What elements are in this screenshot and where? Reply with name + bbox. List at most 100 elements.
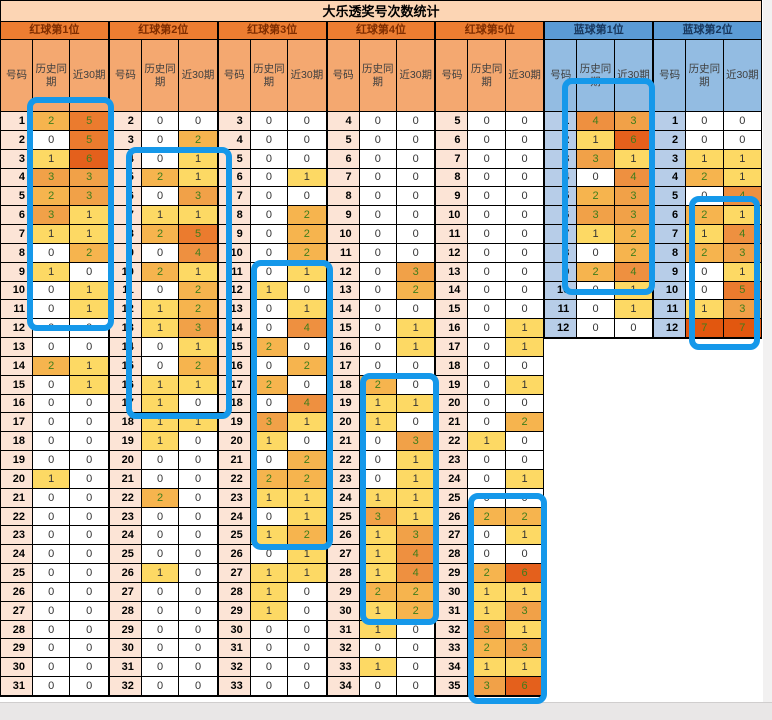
recent30-count-cell[interactable]: 1 [288,488,326,507]
recent30-count-cell[interactable]: 0 [70,394,108,413]
history-count-cell[interactable]: 1 [141,206,180,225]
recent30-count-cell[interactable]: 2 [505,413,544,432]
number-cell[interactable]: 17 [1,413,33,432]
recent30-count-cell[interactable]: 1 [614,300,653,319]
recent30-count-cell[interactable]: 0 [505,225,544,243]
recent30-count-cell[interactable]: 2 [614,243,653,262]
recent30-count-cell[interactable]: 0 [179,451,217,469]
history-count-cell[interactable]: 0 [468,338,506,356]
recent30-count-cell[interactable]: 0 [179,488,217,507]
recent30-count-cell[interactable]: 0 [505,451,544,469]
number-cell[interactable]: 15 [436,300,469,319]
number-cell[interactable]: 2 [109,112,142,130]
recent30-count-cell[interactable]: 0 [397,112,435,130]
recent30-count-cell[interactable]: 2 [614,225,653,243]
recent30-count-cell[interactable]: 2 [288,356,326,375]
recent30-count-cell[interactable]: 4 [288,319,326,338]
number-cell[interactable]: 22 [109,488,142,507]
recent30-count-cell[interactable]: 2 [288,526,326,545]
number-cell[interactable]: 13 [436,262,469,281]
history-count-cell[interactable]: 0 [686,130,724,149]
recent30-count-cell[interactable]: 3 [505,601,544,620]
recent30-count-cell[interactable]: 2 [288,469,326,488]
recent30-count-cell[interactable]: 0 [70,338,108,356]
number-cell[interactable]: 11 [327,243,360,262]
number-cell[interactable]: 7 [654,225,687,243]
history-count-cell[interactable]: 3 [468,677,506,695]
number-cell[interactable]: 27 [218,564,251,582]
history-count-cell[interactable]: 0 [577,168,615,187]
number-cell[interactable]: 24 [109,526,142,545]
history-count-cell[interactable]: 0 [33,130,71,149]
recent30-count-cell[interactable]: 3 [70,168,108,187]
history-count-cell[interactable]: 2 [141,488,180,507]
history-count-cell[interactable]: 2 [686,243,724,262]
history-count-cell[interactable]: 0 [468,356,506,375]
number-cell[interactable]: 33 [327,658,360,677]
history-count-cell[interactable]: 0 [141,582,180,601]
recent30-count-cell[interactable]: 0 [288,677,326,695]
history-count-cell[interactable]: 0 [468,451,506,469]
number-cell[interactable]: 21 [327,432,360,451]
recent30-count-cell[interactable]: 5 [179,225,217,243]
number-cell[interactable]: 25 [436,488,469,507]
history-count-cell[interactable]: 1 [141,319,180,338]
history-count-cell[interactable]: 1 [141,564,180,582]
history-count-cell[interactable]: 2 [141,262,180,281]
number-cell[interactable]: 20 [109,451,142,469]
history-count-cell[interactable]: 0 [359,319,397,338]
history-count-cell[interactable]: 1 [250,432,289,451]
recent30-count-cell[interactable]: 1 [70,281,108,300]
number-cell[interactable]: 4 [218,130,251,149]
number-cell[interactable]: 18 [436,356,469,375]
history-count-cell[interactable]: 0 [250,356,289,375]
recent30-count-cell[interactable]: 3 [397,526,435,545]
recent30-count-cell[interactable]: 0 [70,507,108,526]
history-count-cell[interactable]: 0 [33,564,71,582]
recent30-count-cell[interactable]: 0 [505,187,544,206]
history-count-cell[interactable]: 1 [686,225,724,243]
history-count-cell[interactable]: 0 [33,488,71,507]
number-cell[interactable]: 10 [654,281,687,300]
number-cell[interactable]: 30 [327,601,360,620]
number-cell[interactable]: 32 [218,658,251,677]
recent30-count-cell[interactable]: 1 [505,319,544,338]
history-count-cell[interactable]: 0 [141,451,180,469]
number-cell[interactable]: 28 [327,564,360,582]
number-cell[interactable]: 26 [327,526,360,545]
recent30-count-cell[interactable]: 0 [70,582,108,601]
number-cell[interactable]: 1 [654,112,687,130]
recent30-count-cell[interactable]: 0 [397,187,435,206]
recent30-count-cell[interactable]: 1 [288,300,326,319]
history-count-cell[interactable]: 0 [33,677,71,695]
recent30-count-cell[interactable]: 2 [179,300,217,319]
history-count-cell[interactable]: 0 [359,469,397,488]
recent30-count-cell[interactable]: 0 [505,130,544,149]
recent30-count-cell[interactable]: 1 [288,168,326,187]
history-count-cell[interactable]: 1 [33,262,71,281]
recent30-count-cell[interactable]: 0 [288,149,326,168]
history-count-cell[interactable]: 1 [468,601,506,620]
recent30-count-cell[interactable]: 0 [288,375,326,394]
history-count-cell[interactable]: 0 [33,601,71,620]
history-count-cell[interactable]: 0 [33,639,71,658]
history-count-cell[interactable]: 0 [359,187,397,206]
history-count-cell[interactable]: 0 [33,507,71,526]
number-cell[interactable]: 23 [218,488,251,507]
recent30-count-cell[interactable]: 2 [70,243,108,262]
number-cell[interactable]: 30 [109,639,142,658]
recent30-count-cell[interactable]: 3 [723,243,762,262]
number-cell[interactable]: 28 [1,620,33,639]
recent30-count-cell[interactable]: 1 [505,658,544,677]
history-count-cell[interactable]: 0 [33,526,71,545]
number-cell[interactable]: 23 [327,469,360,488]
recent30-count-cell[interactable]: 1 [179,168,217,187]
history-count-cell[interactable]: 2 [577,262,615,281]
recent30-count-cell[interactable]: 0 [288,582,326,601]
history-count-cell[interactable]: 2 [686,206,724,225]
history-count-cell[interactable]: 0 [141,149,180,168]
history-count-cell[interactable]: 0 [468,526,506,545]
recent30-count-cell[interactable]: 1 [397,488,435,507]
history-count-cell[interactable]: 0 [33,300,71,319]
history-count-cell[interactable]: 1 [33,225,71,243]
